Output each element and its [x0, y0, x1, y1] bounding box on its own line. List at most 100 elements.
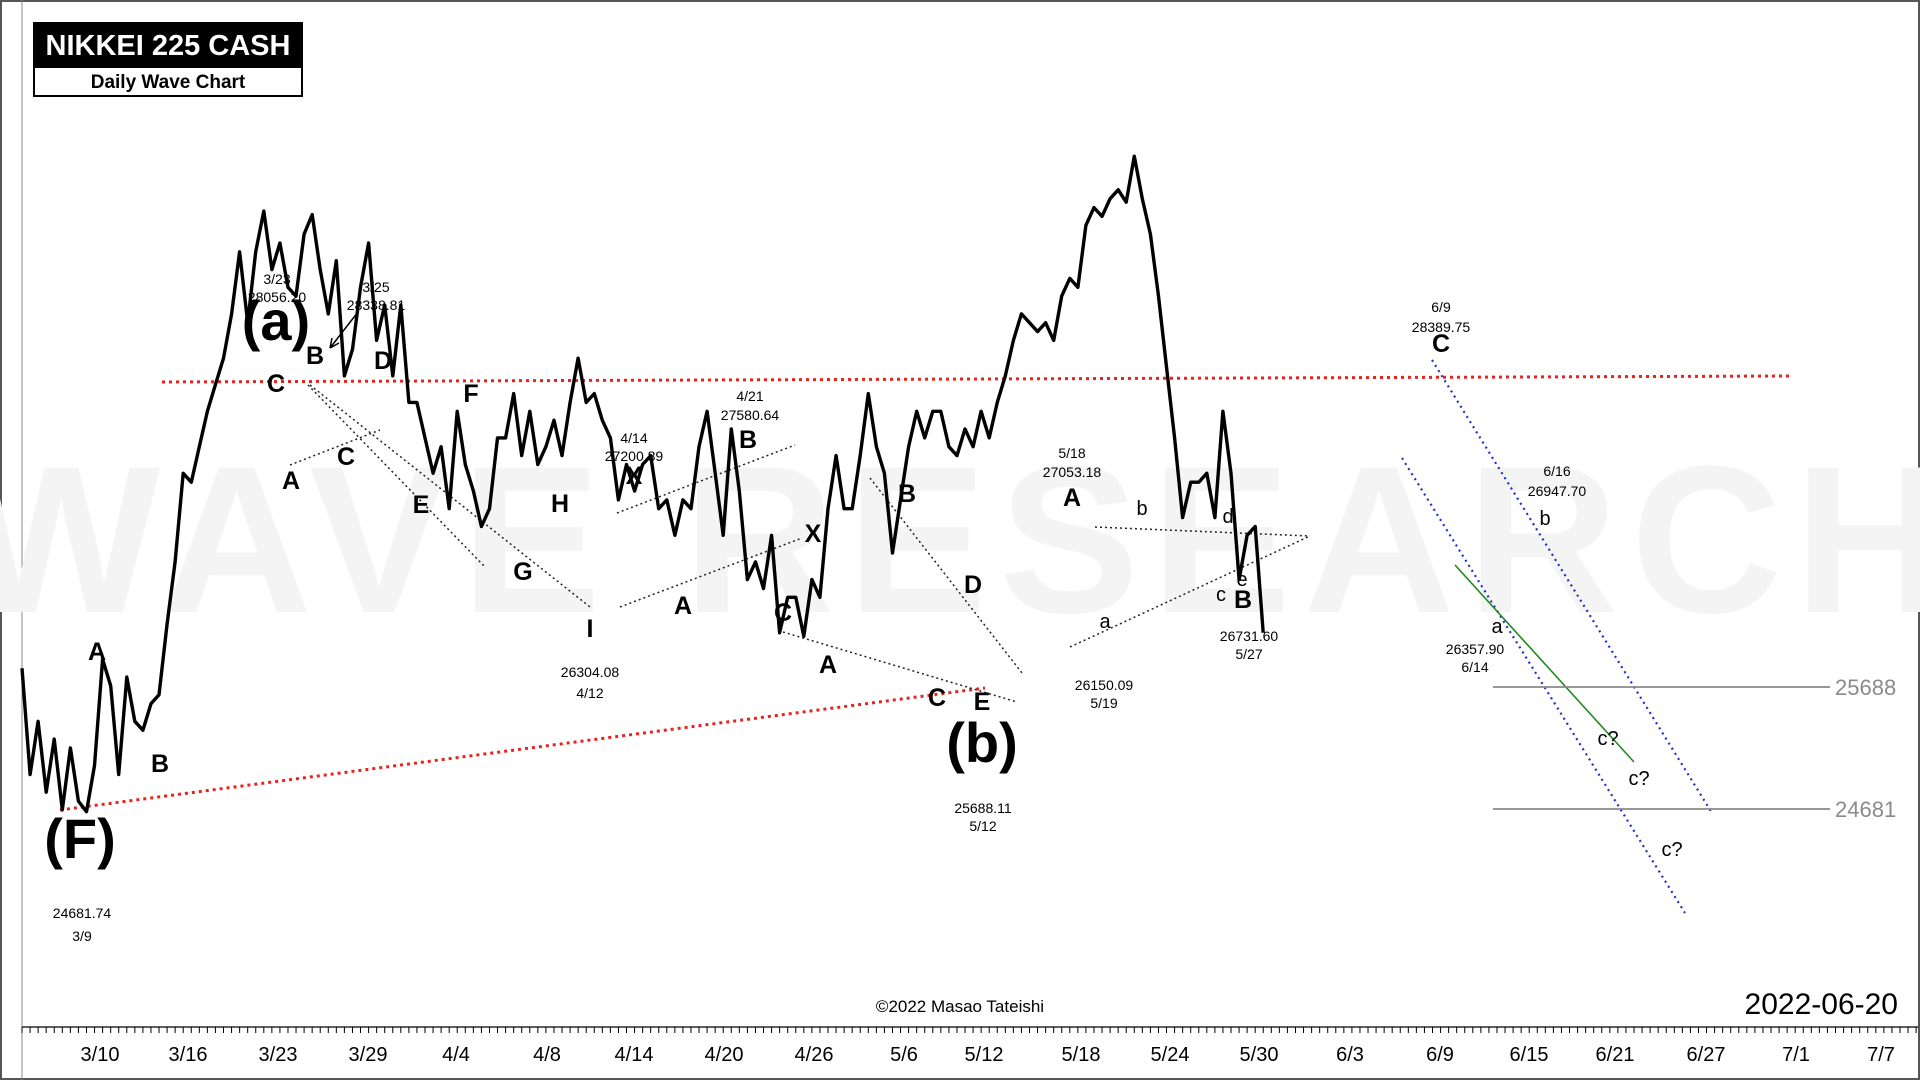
annotation-date: 6/9 — [1431, 299, 1451, 315]
wave-label: B — [739, 426, 757, 454]
title-box: NIKKEI 225 CASH Daily Wave Chart — [33, 22, 303, 97]
wave-label-small: b — [1136, 498, 1147, 520]
pointer-arrow — [329, 311, 359, 349]
x-tick-label: 3/16 — [169, 1044, 208, 1066]
annotation-value: 28389.75 — [1412, 319, 1471, 335]
wave-label-main: (F) — [44, 807, 116, 870]
annotation-value: 28338.81 — [347, 297, 406, 313]
x-tick-label: 6/15 — [1510, 1044, 1549, 1066]
x-tick-label: 4/4 — [442, 1044, 470, 1066]
wave-label: E — [974, 688, 991, 716]
resistance-line — [161, 374, 1791, 384]
annotation-value: 28056.20 — [248, 289, 307, 305]
annotation-date: 6/14 — [1461, 659, 1488, 675]
annotation-value: 26947.70 — [1528, 483, 1587, 499]
wave-label: H — [551, 490, 569, 518]
channel-upper-line — [616, 444, 796, 514]
annotation-date: 5/18 — [1058, 445, 1085, 461]
x-tick-label: 7/1 — [1782, 1044, 1810, 1066]
annotation-date: 3/23 — [263, 271, 290, 287]
annotation-date: 5/12 — [969, 818, 996, 834]
annotation-value: 26150.09 — [1075, 677, 1134, 693]
annotation-date: 4/12 — [576, 685, 603, 701]
x-tick-label: 3/23 — [259, 1044, 298, 1066]
annotation-value: 26357.90 — [1446, 641, 1505, 657]
wave-label: A — [282, 467, 300, 495]
wave-label: C — [1432, 330, 1450, 358]
x-tick-label: 6/9 — [1426, 1044, 1454, 1066]
wave-label: B — [898, 480, 916, 508]
x-tick-label: 3/10 — [81, 1044, 120, 1066]
wave-label: C — [774, 599, 792, 627]
price-line — [20, 154, 1265, 814]
trend-line — [1454, 564, 1635, 763]
x-tick-label: 5/30 — [1240, 1044, 1279, 1066]
wedge-lower-line — [782, 631, 1018, 703]
annotation-value: 26304.08 — [561, 664, 620, 680]
annotation-value: 27200.89 — [605, 448, 664, 464]
wave-label: X — [805, 520, 822, 548]
triangle-lower-line — [307, 384, 486, 568]
annotation-value: 27580.64 — [721, 407, 780, 423]
annotation-date: 4/21 — [736, 388, 763, 404]
annotation-value: 27053.18 — [1043, 464, 1102, 480]
wave-label: A — [1063, 484, 1081, 512]
wave-label-small: c — [1216, 584, 1226, 606]
watermark: WAVE RESEARCH — [0, 422, 1920, 657]
annotation-date: 5/19 — [1090, 695, 1117, 711]
x-tick-label: 6/3 — [1336, 1044, 1364, 1066]
annotation-date: 4/14 — [620, 430, 647, 446]
wave-label: B — [151, 750, 169, 778]
annotation-date: 5/27 — [1235, 646, 1262, 662]
x-tick-label: 6/21 — [1596, 1044, 1635, 1066]
wave-label: X — [626, 462, 643, 490]
x-tick-label: 5/18 — [1062, 1044, 1101, 1066]
x-tick-label: 3/29 — [349, 1044, 388, 1066]
wave-label-small: c? — [1661, 839, 1682, 861]
annotation-date: 3/25 — [362, 279, 389, 295]
wave-label: D — [964, 571, 982, 599]
wave-label-small: b — [1539, 508, 1550, 530]
wave-label-main: (a) — [242, 289, 310, 352]
wave-label: G — [513, 558, 532, 586]
x-tick-label: 4/20 — [705, 1044, 744, 1066]
wave-label-small: a — [1099, 611, 1111, 633]
wave-label: F — [463, 380, 478, 408]
x-tick-label: 6/27 — [1687, 1044, 1726, 1066]
support-line — [59, 686, 986, 812]
wave-label-main: (b) — [946, 711, 1018, 774]
annotation-date: 6/16 — [1543, 463, 1570, 479]
wave-label: A — [88, 638, 106, 666]
wave-label: A — [819, 651, 837, 679]
x-tick-label: 4/26 — [795, 1044, 834, 1066]
wave-label: B — [1234, 586, 1252, 614]
wave-label-small: c? — [1628, 768, 1649, 790]
annotation-date: 3/9 — [72, 928, 92, 944]
wave-label: C — [337, 443, 355, 471]
wave-label: D — [374, 347, 392, 375]
wave-label: C — [267, 370, 285, 398]
wave-label: E — [413, 491, 430, 519]
triangle-upper-line — [1094, 526, 1311, 537]
x-tick-label: 5/24 — [1151, 1044, 1190, 1066]
x-tick-label: 4/14 — [615, 1044, 654, 1066]
level-label: 24681 — [1835, 797, 1896, 822]
wave-label-small: e — [1236, 569, 1247, 591]
wave-label-small: a — [1491, 616, 1503, 638]
chart-subtitle: Daily Wave Chart — [90, 72, 246, 93]
annotation-value: 25688.11 — [954, 800, 1012, 816]
wave-label: A — [674, 592, 692, 620]
chart-date: 2022-06-20 — [1745, 988, 1898, 1021]
overlay-lines — [59, 311, 1830, 914]
wave-labels: (F)(a)(b)ABABCDCEFGHIXABXCABCDEABCbadceb… — [44, 271, 1896, 944]
wave-a-c-line — [289, 429, 381, 466]
wedge-upper-line — [869, 477, 1023, 674]
price-series — [20, 154, 1265, 814]
annotation-value: 26731.60 — [1220, 628, 1279, 644]
x-tick-label: 5/6 — [890, 1044, 918, 1066]
triangle-lower-line-3 — [1069, 535, 1311, 648]
chart-title: NIKKEI 225 CASH — [35, 24, 301, 68]
